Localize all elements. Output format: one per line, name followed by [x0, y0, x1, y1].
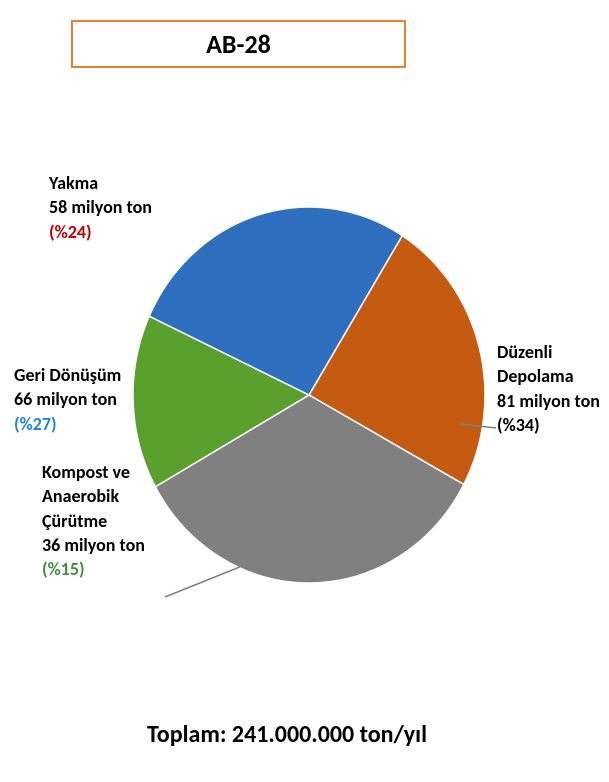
- total-text: Toplam: 241.000.000 ton/yıl: [147, 720, 427, 749]
- label-kompost-l3: Çürütme: [42, 509, 145, 533]
- label-yakma-name: Yakma: [49, 171, 152, 195]
- label-depolama-l1: Düzenli: [497, 340, 600, 364]
- label-yakma: Yakma 58 milyon ton (%24): [49, 171, 152, 244]
- label-depolama-l2: Depolama: [497, 364, 600, 388]
- label-depolama: Düzenli Depolama 81 milyon ton (%34): [497, 340, 600, 437]
- label-kompost-l2: Anaerobik: [42, 484, 145, 508]
- label-geri-name: Geri Dönüşüm: [14, 363, 121, 387]
- label-kompost-pct: (%15): [42, 557, 145, 581]
- label-yakma-pct: (%24): [49, 220, 152, 244]
- label-depolama-pct: (%34): [497, 413, 600, 437]
- label-kompost-l1: Kompost ve: [42, 460, 145, 484]
- label-kompost-amount: 36 milyon ton: [42, 533, 145, 557]
- label-yakma-amount: 58 milyon ton: [49, 195, 152, 219]
- label-kompost: Kompost ve Anaerobik Çürütme 36 milyon t…: [42, 460, 145, 581]
- label-depolama-amount: 81 milyon ton: [497, 389, 600, 413]
- label-geri-donusum: Geri Dönüşüm 66 milyon ton (%27): [14, 363, 121, 436]
- chart-canvas: AB-28 Yakma 58 milyon ton (%24) Geri Dön…: [0, 0, 609, 782]
- pie-chart: [133, 207, 485, 583]
- chart-title-box: AB-28: [71, 20, 406, 68]
- chart-title-text: AB-28: [206, 28, 271, 60]
- label-geri-pct: (%27): [14, 412, 121, 436]
- label-geri-amount: 66 milyon ton: [14, 387, 121, 411]
